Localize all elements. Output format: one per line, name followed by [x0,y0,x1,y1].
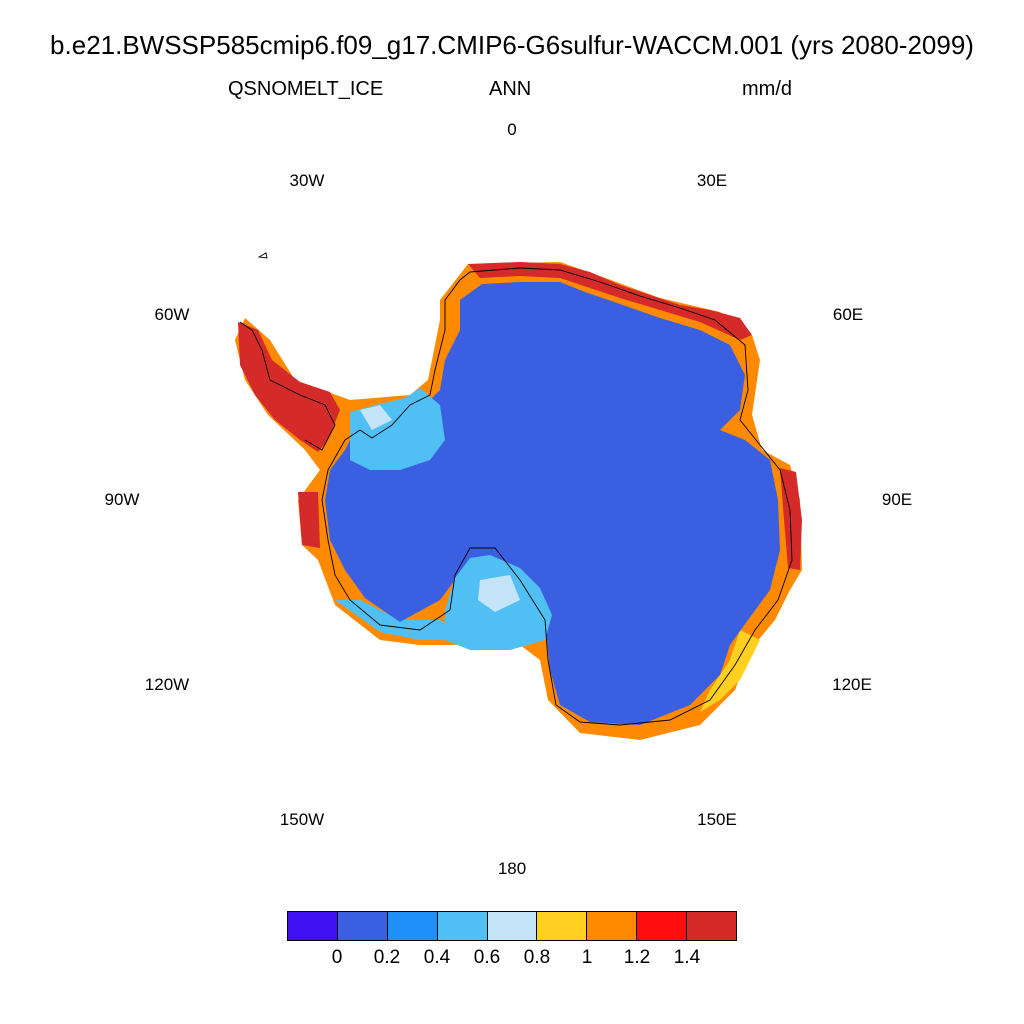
colorbar-box-0 [288,912,338,940]
weddell-shelf-light [360,405,392,430]
colorbar-box-5 [537,912,588,940]
lon-label-0: 0 [507,120,517,139]
plot-title: b.e21.BWSSP585cmip6.f09_g17.CMIP6-G6sulf… [50,30,974,60]
colorbar [287,911,737,941]
lon-label-60e: 60E [832,305,864,324]
units-label: mm/d [742,78,792,100]
lon-label-90e: 90E [881,490,913,509]
colorbar-tick-label: 1.2 [623,947,651,968]
season-label: ANN [489,78,532,100]
variable-name: QSNOMELT_ICE [228,78,384,100]
lon-label-90w: 90W [104,490,140,509]
lon-label-150e: 150E [697,810,737,829]
wilkes-margin [700,630,760,712]
island-outline [257,252,268,259]
lon-label-120e: 120E [832,675,872,694]
lon-label-60w: 60W [154,305,190,324]
colorbar-box-6 [587,912,638,940]
amundsen-melt [298,492,320,548]
coastline [239,267,793,726]
colorbar-box-7 [637,912,688,940]
lon-label-180: 180 [497,859,527,878]
colorbar-tick-label: 1.4 [673,947,701,968]
ross-shelf-light [478,575,520,612]
colorbar-tick-label: 0.6 [473,947,501,968]
colorbar-tick-label: 0.4 [423,947,451,968]
colorbar-tick-label: 0.8 [523,947,551,968]
lon-label-120w: 120W [144,675,190,694]
colorbar-box-2 [387,912,438,940]
colorbar-tick-label: 0 [331,947,343,968]
colorbar-tick-label: 1 [581,947,593,968]
colorbar-box-8 [687,912,737,940]
lon-label-30e: 30E [696,171,728,190]
colorbar-tick-label: 0.2 [373,947,401,968]
ice-sheet-interior [325,282,780,725]
colorbar-box-1 [337,912,388,940]
lon-label-30w: 30W [289,171,325,190]
colorbar-box-4 [487,912,538,940]
lon-label-150w: 150W [279,810,325,829]
colorbar-box-3 [437,912,488,940]
